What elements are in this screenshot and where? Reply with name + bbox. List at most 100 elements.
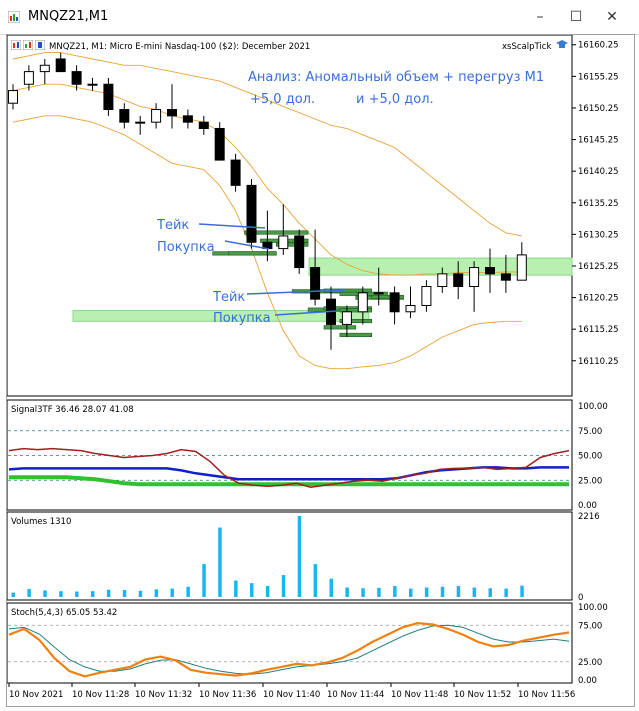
close-button[interactable]: ✕ (606, 9, 618, 25)
time-label: 10 Nov 2021 (9, 690, 63, 700)
volume-bar (281, 575, 286, 597)
candle-body (151, 109, 162, 123)
price-label: 16155.25 (578, 72, 619, 82)
volume-bar (234, 580, 238, 597)
volume-bar (170, 588, 174, 597)
volume-bar (409, 588, 413, 597)
price-label: 16120.25 (578, 294, 619, 304)
expert-hat-icon[interactable] (556, 40, 568, 48)
upper-zone (308, 257, 573, 276)
price-axis: 16160.25 16155.25 16150.25 16145.25 16140.25… (572, 41, 619, 367)
signal-panel-frame (6, 399, 573, 511)
time-axis: 10 Nov 2021 10 Nov 11:28 10 Nov 11:32 10 No… (8, 683, 575, 700)
price-label: 16110.25 (578, 357, 619, 367)
window-title: MNQZ21,M1 (28, 9, 109, 24)
volume-axis-label: 2216 (578, 512, 600, 522)
candle-body (278, 235, 289, 250)
candle-body (119, 109, 130, 123)
volume-bar (27, 588, 31, 597)
stoch-axis-label: 0.00 (578, 676, 597, 686)
candle-body (500, 273, 511, 281)
profit-annotation-1: +5,0 дол. (250, 92, 315, 107)
level-bar (323, 325, 357, 330)
volume-bar (154, 589, 159, 597)
price-label: 16130.25 (578, 230, 619, 240)
volume-bar (138, 590, 143, 597)
level-bar (339, 308, 372, 313)
candle-body (389, 292, 400, 313)
volume-bar (424, 587, 429, 597)
lower-zone (72, 310, 370, 322)
chart-type-icon[interactable] (11, 40, 21, 50)
time-label: 10 Nov 11:32 (135, 690, 192, 700)
level-bar (371, 294, 404, 300)
volume-bar (122, 590, 127, 597)
take-arrow-2 (246, 289, 346, 295)
price-label: 16145.25 (578, 136, 619, 146)
indicator-icon[interactable] (23, 40, 33, 50)
candle-body (167, 109, 177, 117)
expert-name: xsScalpTick (502, 42, 551, 52)
time-label: 10 Nov 11:44 (327, 690, 384, 700)
level-bar (339, 318, 372, 324)
volume-panel-header: Volumes 1310 (11, 517, 71, 527)
time-label: 10 Nov 11:56 (518, 690, 575, 700)
stoch-axis-label: 25.00 (578, 658, 602, 668)
stoch_k-line (8, 621, 570, 678)
analysis-annotation: Анализ: Аномальный объем + перегруз M1 (248, 70, 544, 85)
volume-axis-label: 0 (578, 593, 583, 603)
maximize-button[interactable]: ☐ (569, 9, 583, 25)
volume-bar (504, 588, 508, 597)
take-arrow-1 (198, 223, 266, 229)
candle-body (453, 273, 464, 288)
price-label: 16160.25 (578, 41, 619, 51)
candle-body (8, 90, 18, 104)
volume-layer: 2216 0 (11, 512, 600, 603)
signal-layer: 100.00 75.00 50.00 25.00 0.00 (8, 402, 608, 511)
buy-arrow-1 (224, 240, 270, 250)
time-label: 10 Nov 11:48 (391, 690, 448, 700)
level-bar (339, 332, 372, 337)
candle-body (39, 64, 50, 73)
candle-body (87, 83, 98, 86)
minimize-button[interactable]: – (536, 9, 544, 25)
level-bar (244, 230, 309, 235)
volume-bar (329, 578, 333, 597)
time-label: 10 Nov 11:28 (72, 690, 129, 700)
level-bar (275, 242, 309, 247)
signal-axis-label: 75.00 (578, 427, 602, 437)
candle-body (23, 71, 34, 85)
candle-body (182, 115, 193, 123)
volume-bar (218, 527, 222, 597)
volume-bar (520, 585, 524, 597)
chart-app-icon (8, 11, 20, 23)
signal-red-line (8, 447, 570, 488)
volume-bar (91, 591, 95, 597)
candle-body (71, 71, 82, 85)
stoch-panel-header: Stoch(5,4,3) 65.05 53.42 (11, 608, 117, 618)
volume-bar (313, 564, 318, 597)
price-label: 16150.25 (578, 104, 619, 114)
candle-body (214, 127, 225, 161)
candle-body (516, 254, 527, 281)
volume-bar (75, 591, 79, 597)
volume-bar (43, 590, 47, 597)
chart-window[interactable]: 100.00 75.00 50.00 25.00 0.00 2216 0 100.00 75… (6, 34, 635, 707)
candle-body (437, 273, 448, 288)
volume-bar (265, 586, 270, 597)
middle-band (12, 83, 522, 276)
signal-axis-label: 0.00 (578, 501, 597, 511)
volume-bar (440, 586, 445, 597)
price-label: 16135.25 (578, 199, 619, 209)
period-icon[interactable] (35, 40, 45, 50)
take-label-1: Тейк (156, 218, 189, 233)
volume-bar (297, 516, 302, 597)
volume-bar (11, 592, 15, 597)
volume-bar (361, 588, 365, 597)
chart-canvas[interactable]: 100.00 75.00 50.00 25.00 0.00 2216 0 100.00 75… (6, 34, 634, 706)
volume-bar (393, 586, 397, 597)
candle-body (135, 121, 146, 124)
volume-bar (106, 589, 111, 597)
volume-bar (456, 586, 461, 597)
candle-body (373, 292, 384, 295)
